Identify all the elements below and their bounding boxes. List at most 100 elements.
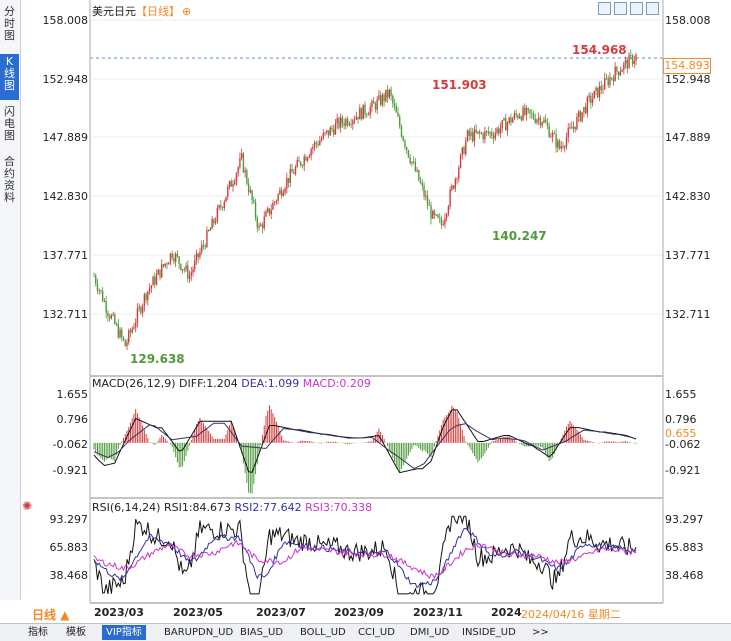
candle-body	[303, 156, 305, 166]
tab-inside[interactable]: INSIDE_UD	[462, 627, 516, 638]
candle-body	[442, 224, 444, 226]
candle-body	[254, 201, 257, 218]
tab-boll[interactable]: BOLL_UD	[300, 627, 346, 638]
tab-template[interactable]: 模板	[66, 627, 86, 638]
candle-body	[538, 117, 540, 120]
plus-circle-icon[interactable]: ⊕	[182, 5, 192, 18]
candle-body	[258, 225, 260, 228]
candle-body	[150, 285, 153, 289]
candle-body	[511, 118, 514, 123]
candle-body	[204, 245, 206, 248]
candle-body	[444, 217, 446, 225]
candle-body	[312, 146, 314, 150]
candle-body	[376, 99, 378, 110]
candle-body	[119, 329, 121, 338]
candle-body	[315, 142, 318, 144]
tab-bias[interactable]: BIAS_UD	[240, 627, 284, 638]
tab-vip-indicator[interactable]: VIP指标	[102, 625, 146, 640]
candle-body	[557, 140, 559, 148]
candle-body	[270, 209, 272, 215]
fullscreen-icon[interactable]	[646, 2, 659, 15]
candle-body	[199, 251, 201, 258]
candle-body	[480, 133, 483, 135]
candle-body	[409, 157, 411, 163]
candle-body	[133, 327, 135, 329]
candle-body	[324, 132, 326, 134]
candle-body	[478, 131, 481, 134]
candle-body	[331, 127, 333, 130]
min-label: 129.638	[130, 352, 185, 366]
candle-body	[353, 119, 356, 121]
macd-axis-label: -0.921	[52, 464, 88, 477]
candle-body	[267, 208, 269, 212]
candle-body	[440, 218, 443, 226]
tab-indicator[interactable]: 指标	[28, 627, 48, 638]
candle-body	[319, 140, 321, 146]
candle-body	[593, 90, 596, 99]
candle-body	[386, 89, 389, 98]
candle-body	[626, 59, 629, 69]
gear-icon[interactable]: ✺	[22, 499, 33, 513]
candle-body	[383, 94, 385, 101]
tab-contract-info[interactable]: 合约资料	[4, 155, 15, 204]
candle-body	[110, 315, 113, 319]
candle-body	[433, 210, 436, 216]
candle-body	[595, 87, 597, 91]
candle-body	[339, 117, 342, 128]
candle-body	[221, 207, 224, 208]
candle-body	[412, 161, 415, 163]
candle-body	[635, 54, 637, 61]
candle-body	[378, 95, 380, 100]
grid-icon[interactable]	[630, 2, 643, 15]
candle-body	[235, 173, 238, 182]
candle-body	[517, 115, 519, 119]
candle-body	[623, 63, 625, 70]
tab-timeshare[interactable]: 分时图	[4, 5, 15, 42]
candle-body	[414, 161, 417, 172]
tab-dmi[interactable]: DMI_UD	[410, 627, 450, 638]
candle-body	[399, 116, 401, 127]
candle-body	[352, 120, 354, 125]
tab-kline[interactable]: K线图	[0, 54, 19, 100]
candle-body	[525, 108, 528, 115]
candle-body	[426, 195, 429, 206]
candle-body	[178, 256, 180, 264]
candle-body	[503, 118, 505, 121]
candle-body	[161, 264, 163, 278]
tab-more[interactable]: >>	[532, 627, 549, 638]
rsi-axis-label: 65.883	[49, 541, 89, 554]
candle-body	[510, 117, 512, 123]
candle-body	[362, 104, 364, 120]
candle-body	[256, 217, 258, 228]
tab-barupdn[interactable]: BARUPDN_UD	[164, 627, 234, 638]
candle-body	[96, 283, 99, 291]
move-icon[interactable]	[598, 2, 611, 15]
candle-body	[253, 200, 255, 202]
candle-body	[522, 107, 524, 121]
candle-body	[619, 71, 622, 76]
rsi-title: RSI(6,14,24)	[92, 501, 161, 514]
candle-body	[218, 205, 220, 209]
candle-body	[355, 116, 358, 120]
candle-body	[610, 77, 613, 79]
candle-body	[558, 140, 561, 149]
candle-body	[115, 323, 118, 325]
candle-body	[419, 180, 422, 184]
zoom-icon[interactable]	[614, 2, 627, 15]
candle-body	[298, 160, 300, 162]
tab-flash-chart[interactable]: 闪电图	[4, 105, 15, 142]
candle-body	[164, 263, 166, 267]
candle-body	[293, 172, 295, 174]
candle-body	[461, 147, 463, 155]
period-button[interactable]: 日线 ▲	[32, 608, 70, 622]
candle-body	[367, 114, 370, 116]
candle-body	[348, 124, 351, 126]
candle-body	[100, 290, 102, 292]
candle-body	[449, 189, 451, 207]
candle-body	[614, 66, 616, 82]
candle-body	[98, 290, 100, 291]
tab-cci[interactable]: CCI_UD	[358, 627, 395, 638]
candle-body	[95, 275, 97, 284]
period-label[interactable]: 【日线】	[136, 5, 180, 18]
